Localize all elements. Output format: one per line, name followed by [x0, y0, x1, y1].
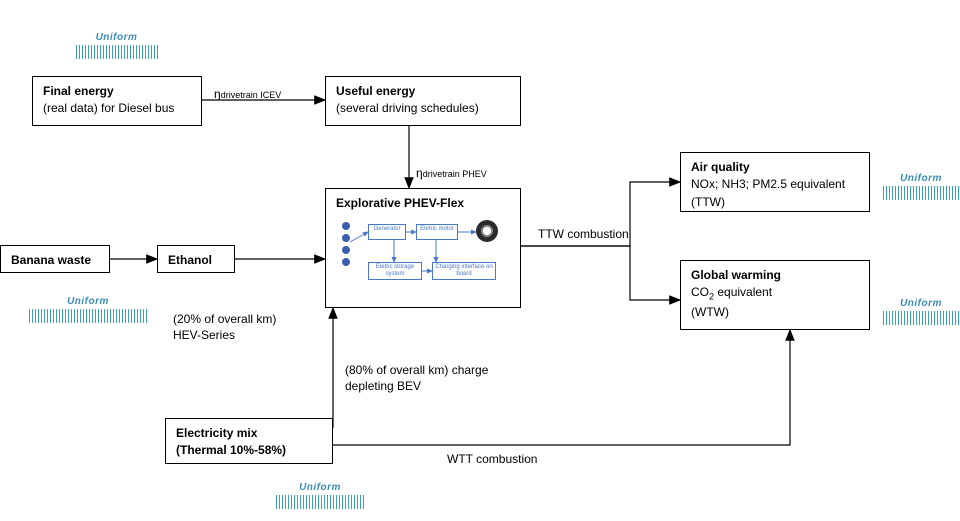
node-title: Useful energy [336, 83, 510, 100]
label-charge-depleting: (80% of overall km) charge depleting BEV [345, 363, 488, 394]
node-electricity-mix: Electricity mix (Thermal 10%-58%) [165, 418, 333, 464]
label-line: (20% of overall km) [173, 312, 276, 328]
uniform-tag: Uniform [74, 32, 159, 59]
node-phev-flex: Explorative PHEV-Flex Generator Eletric m… [325, 188, 521, 308]
node-subtitle: (several driving schedules) [336, 100, 510, 117]
uniform-tag: Uniform [882, 173, 960, 200]
label-ttw-combustion: TTW combustion [538, 227, 629, 243]
phev-box-generator: Generator [368, 224, 406, 240]
label-eta-icev: ηdrivetrain ICEV [214, 87, 281, 103]
node-title: Final energy [43, 83, 191, 100]
label-eta-phev: ηdrivetrain PHEV [416, 166, 487, 182]
uniform-tag: Uniform [28, 296, 148, 323]
node-title: Global warming [691, 267, 859, 284]
uniform-tag: Uniform [275, 482, 365, 509]
phev-inner-diagram: Generator Eletric motor Eletric storage sy… [336, 218, 506, 288]
node-subtitle: (real data) for Diesel bus [43, 100, 191, 117]
phev-box-storage: Eletric storage system [368, 262, 422, 280]
node-title: Banana waste [11, 252, 99, 269]
label-line: HEV-Series [173, 328, 276, 344]
uniform-tag: Uniform [882, 298, 960, 325]
phev-box-motor: Eletric motor [416, 224, 458, 240]
phev-box-charging: Charging interface on board [432, 262, 496, 280]
node-air-quality: Air quality NOx; NH3; PM2.5 equivalent (… [680, 152, 870, 212]
node-subtitle: (Thermal 10%-58%) [176, 442, 322, 459]
node-title: Air quality [691, 159, 859, 176]
node-title: Ethanol [168, 252, 224, 269]
node-ethanol: Ethanol [157, 245, 235, 273]
node-line2: CO2 equivalent [691, 284, 859, 303]
node-banana-waste: Banana waste [0, 245, 110, 273]
node-title: Explorative PHEV-Flex [336, 195, 510, 212]
node-subtitle: NOx; NH3; PM2.5 equivalent (TTW) [691, 176, 859, 211]
node-title: Electricity mix [176, 425, 322, 442]
node-global-warming: Global warming CO2 equivalent (WTW) [680, 260, 870, 330]
node-line3: (WTW) [691, 304, 859, 321]
node-final-energy: Final energy (real data) for Diesel bus [32, 76, 202, 126]
node-useful-energy: Useful energy (several driving schedules… [325, 76, 521, 126]
label-wtt-combustion: WTT combustion [447, 452, 537, 468]
label-line: depleting BEV [345, 379, 488, 395]
label-line: (80% of overall km) charge [345, 363, 488, 379]
edge [521, 246, 680, 300]
label-hev-series: (20% of overall km) HEV-Series [173, 312, 276, 343]
